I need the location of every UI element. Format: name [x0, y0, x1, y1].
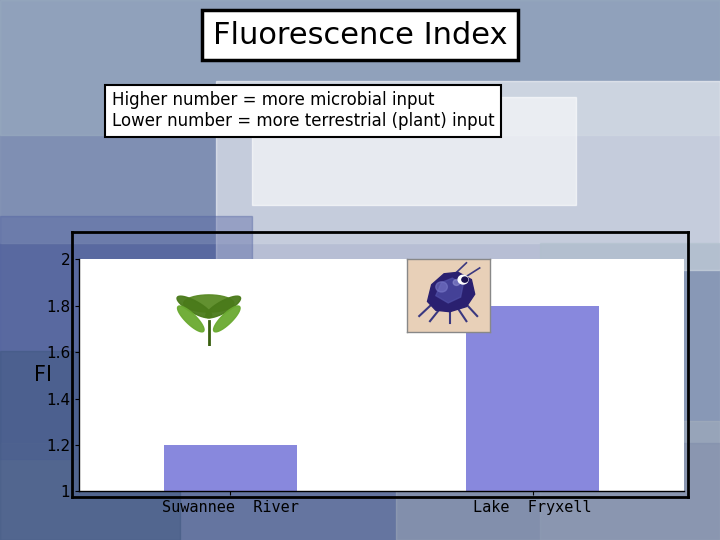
Bar: [0, 0, 720, 135]
Bar: [0, 443, 720, 540]
Circle shape: [453, 280, 460, 286]
Polygon shape: [206, 296, 240, 318]
Bar: [216, 81, 720, 270]
Y-axis label: FI: FI: [34, 365, 52, 386]
Bar: [396, 421, 720, 540]
Bar: [0, 0, 720, 243]
Text: Fluorescence Index: Fluorescence Index: [212, 21, 508, 50]
Polygon shape: [214, 306, 240, 332]
Polygon shape: [178, 306, 204, 332]
Circle shape: [436, 282, 447, 292]
Polygon shape: [428, 272, 474, 312]
Circle shape: [462, 277, 468, 282]
Circle shape: [458, 275, 468, 284]
Polygon shape: [177, 296, 212, 318]
Bar: [252, 97, 576, 205]
Polygon shape: [436, 278, 463, 303]
Bar: [0, 351, 180, 540]
Polygon shape: [184, 295, 234, 312]
Text: Higher number = more microbial input
Lower number = more terrestrial (plant) inp: Higher number = more microbial input Low…: [112, 91, 494, 130]
Bar: [164, 445, 297, 491]
Bar: [467, 306, 599, 491]
Bar: [0, 216, 252, 459]
Bar: [540, 243, 720, 540]
